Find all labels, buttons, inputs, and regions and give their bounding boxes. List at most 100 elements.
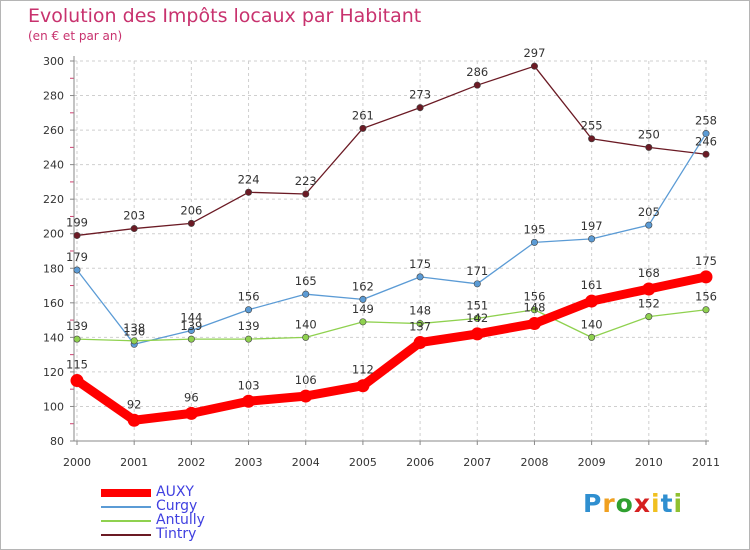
legend-swatch	[101, 534, 151, 536]
point-auxy	[299, 389, 313, 403]
data-label-auxy: 112	[352, 363, 374, 377]
legend-swatch	[101, 506, 151, 508]
data-label-tintry: 255	[581, 119, 603, 133]
x-tick-label: 2004	[292, 456, 320, 469]
y-tick-label: 120	[43, 366, 64, 379]
point-antully	[302, 333, 310, 341]
data-labels: 199 203 206 224 223 261 273 286 297 255 250 246 179 1…	[66, 46, 717, 411]
data-label-antully: 149	[352, 302, 374, 316]
point-auxy	[470, 327, 484, 341]
legend-label: AUXY	[156, 484, 194, 500]
point-tintry	[473, 81, 481, 89]
x-tick-label: 2011	[692, 456, 720, 469]
point-antully	[359, 318, 367, 326]
point-antully	[588, 333, 596, 341]
data-label-antully: 148	[409, 304, 431, 318]
y-tick-label: 140	[43, 331, 64, 344]
logo-letter: P	[583, 489, 603, 518]
data-label-curgy: 156	[238, 290, 260, 304]
point-tintry	[130, 225, 138, 233]
y-tick-label: 200	[43, 228, 64, 241]
data-label-tintry: 223	[295, 174, 317, 188]
data-label-antully: 151	[466, 298, 488, 312]
point-curgy	[245, 306, 253, 314]
point-tintry	[530, 62, 538, 70]
point-antully	[645, 313, 653, 321]
point-curgy	[530, 238, 538, 246]
data-label-tintry: 199	[66, 215, 88, 229]
point-antully	[702, 306, 710, 314]
data-label-tintry: 203	[123, 209, 145, 223]
x-tick-label: 2001	[120, 456, 148, 469]
data-label-curgy: 258	[695, 114, 717, 128]
data-label-antully: 139	[180, 319, 202, 333]
series-line-curgy	[76, 132, 707, 345]
data-label-auxy: 148	[523, 301, 545, 315]
chart-title: Evolution des Impôts locaux par Habitant	[28, 5, 422, 27]
data-label-antully: 139	[238, 319, 260, 333]
data-label-antully: 140	[295, 317, 317, 331]
data-label-tintry: 224	[238, 172, 260, 186]
data-label-tintry: 297	[523, 46, 545, 60]
point-curgy	[416, 273, 424, 281]
series-lines	[70, 62, 713, 427]
data-label-curgy: 171	[466, 264, 488, 278]
point-tintry	[645, 143, 653, 151]
point-auxy	[184, 406, 198, 420]
data-label-auxy: 115	[66, 358, 88, 372]
y-tick-label: 300	[43, 55, 64, 68]
data-label-tintry: 286	[466, 65, 488, 79]
data-label-auxy: 106	[295, 373, 317, 387]
point-tintry	[359, 124, 367, 132]
data-label-auxy: 168	[638, 266, 660, 280]
point-antully	[187, 335, 195, 343]
data-label-curgy: 175	[409, 257, 431, 271]
legend-swatch	[101, 520, 151, 522]
data-label-auxy: 175	[695, 254, 717, 268]
x-tick-label: 2010	[635, 456, 663, 469]
axes: 80 100 120 140 160 180 200 220 240 260 280 300 2000 2…	[43, 55, 720, 469]
y-tick-label: 160	[43, 297, 64, 310]
point-auxy	[127, 413, 141, 427]
point-curgy	[359, 295, 367, 303]
point-curgy	[73, 266, 81, 274]
point-tintry	[702, 150, 710, 158]
data-label-curgy: 195	[523, 222, 545, 236]
logo-letter: r	[602, 489, 616, 518]
y-tick-label: 280	[43, 90, 64, 103]
data-label-tintry: 261	[352, 108, 374, 122]
point-curgy	[473, 280, 481, 288]
data-label-curgy: 162	[352, 279, 374, 293]
x-tick-label: 2000	[63, 456, 91, 469]
x-tick-label: 2003	[235, 456, 263, 469]
point-auxy	[413, 336, 427, 350]
point-curgy	[702, 130, 710, 138]
point-curgy	[588, 235, 596, 243]
data-label-auxy: 161	[581, 278, 603, 292]
data-label-tintry: 206	[180, 203, 202, 217]
x-tick-label: 2007	[463, 456, 491, 469]
logo-letter: o	[615, 489, 634, 518]
data-label-auxy: 92	[127, 397, 142, 411]
x-tick-label: 2008	[520, 456, 548, 469]
point-tintry	[245, 188, 253, 196]
point-tintry	[302, 190, 310, 198]
data-label-curgy: 179	[66, 250, 88, 264]
point-auxy	[585, 294, 599, 308]
point-tintry	[416, 104, 424, 112]
data-label-curgy: 197	[581, 219, 603, 233]
point-auxy	[527, 317, 541, 331]
data-label-antully: 156	[523, 290, 545, 304]
legend-label: Antully	[156, 512, 205, 528]
data-label-curgy: 144	[180, 310, 202, 324]
data-label-auxy: 103	[238, 378, 260, 392]
point-tintry	[588, 135, 596, 143]
y-tick-label: 260	[43, 124, 64, 137]
point-curgy	[302, 290, 310, 298]
y-tick-label: 180	[43, 262, 64, 275]
y-tick-label: 80	[50, 435, 64, 448]
data-label-antully: 156	[695, 290, 717, 304]
series-line-auxy	[72, 272, 711, 425]
